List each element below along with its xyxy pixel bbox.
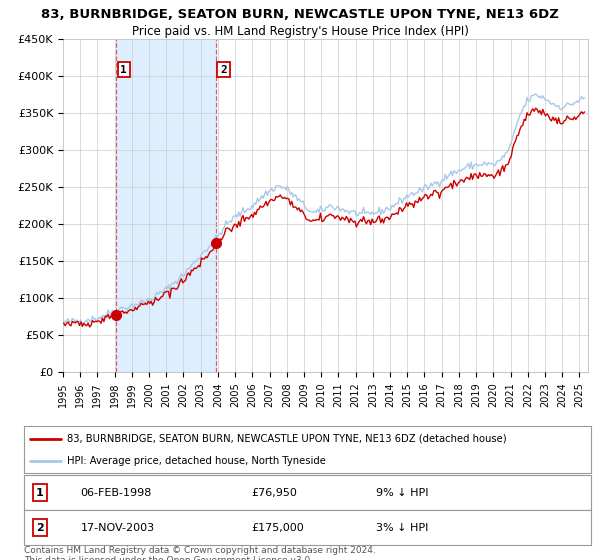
Text: 2: 2 bbox=[36, 523, 44, 533]
Text: 1: 1 bbox=[36, 488, 44, 497]
Text: £175,000: £175,000 bbox=[251, 523, 304, 533]
Text: 9% ↓ HPI: 9% ↓ HPI bbox=[376, 488, 428, 497]
Text: 1: 1 bbox=[121, 64, 127, 74]
Text: 83, BURNBRIDGE, SEATON BURN, NEWCASTLE UPON TYNE, NE13 6DZ (detached house): 83, BURNBRIDGE, SEATON BURN, NEWCASTLE U… bbox=[67, 434, 506, 444]
Text: Contains HM Land Registry data © Crown copyright and database right 2024.
This d: Contains HM Land Registry data © Crown c… bbox=[24, 546, 376, 560]
Bar bbox=[116, 39, 216, 372]
Text: 83, BURNBRIDGE, SEATON BURN, NEWCASTLE UPON TYNE, NE13 6DZ: 83, BURNBRIDGE, SEATON BURN, NEWCASTLE U… bbox=[41, 8, 559, 21]
Text: 17-NOV-2003: 17-NOV-2003 bbox=[80, 523, 155, 533]
Text: 2: 2 bbox=[220, 64, 227, 74]
Text: 3% ↓ HPI: 3% ↓ HPI bbox=[376, 523, 428, 533]
Text: 06-FEB-1998: 06-FEB-1998 bbox=[80, 488, 152, 497]
Text: HPI: Average price, detached house, North Tyneside: HPI: Average price, detached house, Nort… bbox=[67, 456, 325, 466]
Text: £76,950: £76,950 bbox=[251, 488, 296, 497]
Text: Price paid vs. HM Land Registry's House Price Index (HPI): Price paid vs. HM Land Registry's House … bbox=[131, 25, 469, 38]
